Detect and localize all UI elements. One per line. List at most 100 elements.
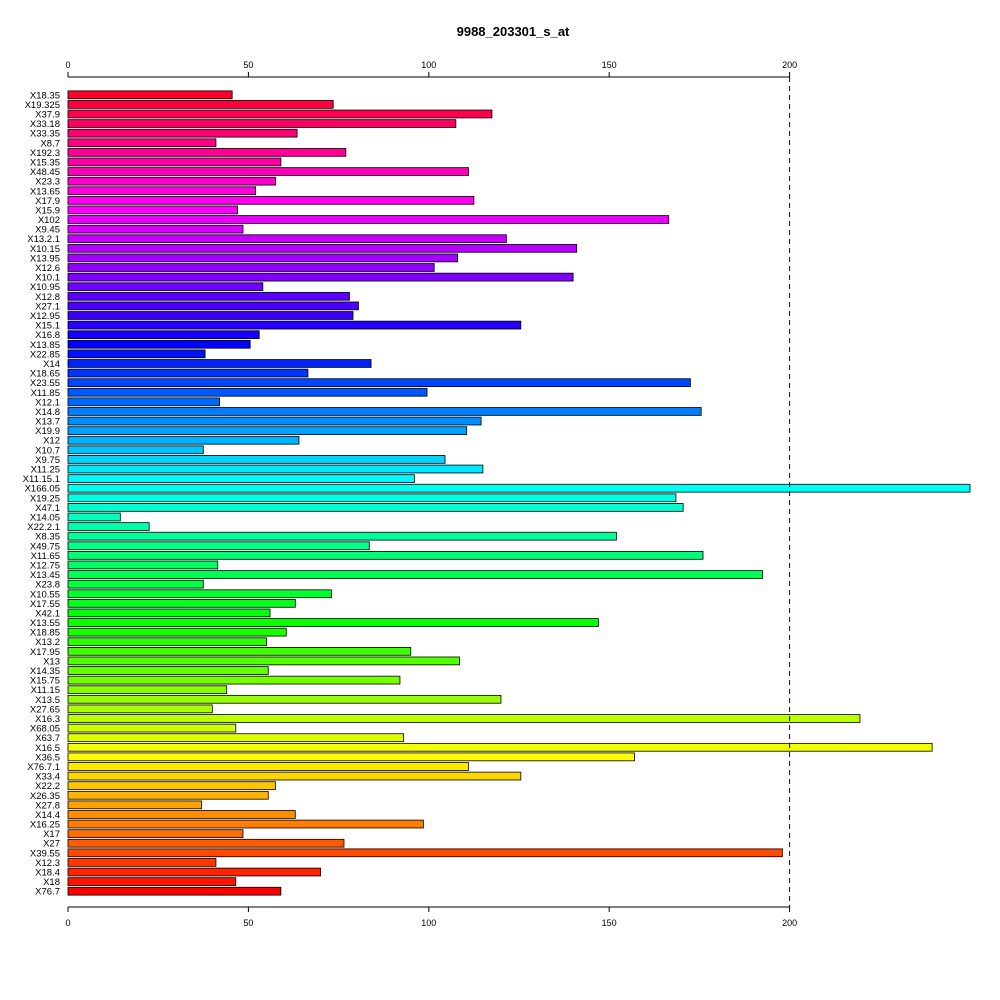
bar-X13.55 (67, 618, 599, 627)
bar-X18.85 (67, 627, 287, 637)
bar-X23.3 (67, 176, 276, 186)
category-label: X16.5 (35, 743, 60, 754)
bar-X37.9 (67, 109, 493, 119)
bar-X10.7 (67, 445, 204, 455)
bar-X11.25 (67, 464, 484, 474)
category-label: X13.5 (35, 695, 60, 706)
top-axis: 0 50 100 150 200 (65, 60, 797, 78)
bar-X14.35 (67, 666, 269, 675)
bar-X22.2.1 (67, 522, 150, 531)
bar-X12.3 (67, 858, 217, 867)
bar-X13.7 (67, 416, 482, 426)
bar-X13.65 (67, 186, 257, 196)
bar-X26.35 (67, 790, 269, 800)
bar-X47.1 (67, 503, 684, 512)
category-label: X18.35 (30, 90, 60, 101)
category-label: X14.4 (35, 810, 60, 821)
bar-X12.95 (67, 311, 354, 320)
category-label: X42.1 (35, 608, 60, 619)
category-labels: X18.35X19.325X37.9X33.18X33.35X8.7X192.3… (23, 90, 60, 897)
category-label: X12.3 (35, 858, 60, 869)
category-label: X15.35 (30, 157, 60, 168)
category-label: X13 (43, 656, 60, 667)
category-label: X76.7.1 (27, 762, 60, 773)
bar-X9.45 (67, 224, 244, 234)
category-label: X11.25 (31, 465, 60, 476)
bar-X14.05 (67, 512, 121, 522)
category-label: X8.35 (35, 532, 60, 543)
category-label: X49.75 (30, 541, 60, 552)
bar-X18.35 (67, 90, 233, 100)
category-label: X19.325 (25, 100, 60, 111)
category-label: X11.15 (31, 685, 60, 696)
tick-label: 50 (243, 60, 253, 70)
category-label: X9.75 (35, 455, 60, 466)
category-label: X14 (43, 359, 60, 370)
category-label: X27.65 (30, 704, 60, 715)
category-label: X12.1 (35, 397, 60, 408)
category-label: X13.55 (30, 618, 60, 629)
category-label: X18.85 (30, 628, 60, 639)
bar-X17 (67, 829, 244, 838)
category-label: X27 (43, 839, 60, 850)
category-label: X166.05 (25, 484, 60, 495)
bar-X22.2 (67, 781, 276, 790)
bar-X76.7.1 (67, 762, 469, 771)
category-label: X11.65 (31, 551, 60, 562)
bar-X13.45 (67, 570, 763, 579)
bar-X13.95 (67, 253, 459, 263)
bar-X13.2 (67, 637, 267, 647)
bar-X18 (67, 877, 237, 886)
category-label: X11.85 (31, 388, 60, 399)
bar-X14.8 (67, 407, 702, 416)
bar-X36.5 (67, 752, 635, 762)
bar-X12.8 (67, 291, 350, 301)
category-label: X18.4 (35, 868, 60, 879)
tick-label: 0 (65, 918, 70, 928)
category-label: X11.15.1 (23, 474, 60, 485)
category-label: X26.35 (30, 791, 60, 802)
category-label: X19.9 (35, 426, 60, 437)
bar-X16.3 (67, 714, 861, 723)
bar-X11.15 (67, 685, 228, 695)
category-label: X102 (38, 215, 60, 226)
category-label: X9.45 (35, 225, 60, 236)
bar-X17.9 (67, 196, 475, 205)
bottom-axis: 0 50 100 150 200 (65, 906, 797, 928)
category-label: X12.75 (30, 560, 60, 571)
bar-X15.75 (67, 675, 401, 685)
category-label: X36.5 (35, 752, 60, 763)
bar-X63.7 (67, 733, 404, 743)
category-label: X10.15 (30, 244, 60, 255)
bar-X11.85 (67, 387, 428, 397)
category-label: X15.75 (30, 676, 60, 687)
bar-X27.8 (67, 800, 202, 810)
bar-X12.6 (67, 263, 435, 272)
bar-X17.95 (67, 646, 412, 656)
category-label: X48.45 (30, 167, 60, 178)
category-label: X17.9 (35, 196, 60, 207)
category-label: X13.85 (30, 340, 60, 351)
bar-X33.18 (67, 119, 457, 128)
category-label: X16.25 (30, 820, 60, 831)
category-label: X68.05 (30, 724, 60, 735)
category-label: X10.7 (35, 445, 60, 456)
bar-X10.15 (67, 243, 578, 253)
bar-X13.85 (67, 339, 251, 349)
bar-X33.4 (67, 771, 522, 781)
tick-label: 200 (782, 918, 797, 928)
category-label: X10.1 (35, 273, 60, 284)
category-label: X22.2.1 (27, 522, 60, 533)
bar-X16.8 (67, 330, 260, 340)
category-label: X13.95 (30, 253, 60, 264)
bar-X22.85 (67, 349, 206, 359)
category-label: X13.2.1 (27, 234, 60, 245)
tick-label: 150 (602, 918, 617, 928)
bar-X10.95 (67, 282, 264, 292)
bar-X18.65 (67, 368, 309, 378)
tick-label: 200 (782, 60, 797, 70)
bar-X15.35 (67, 157, 282, 167)
bar-X9.75 (67, 455, 446, 464)
bar-X10.55 (67, 589, 332, 599)
tick-label: 100 (421, 918, 436, 928)
